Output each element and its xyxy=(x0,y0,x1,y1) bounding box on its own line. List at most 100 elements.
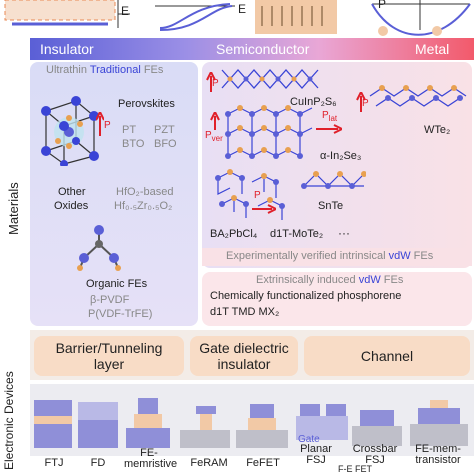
p-label-cips: P xyxy=(212,78,219,89)
band-insulator: Insulator xyxy=(40,41,94,57)
p-ver-sub: ver xyxy=(211,134,223,143)
cuinp2s6-label: CuInP₂S₆ xyxy=(290,96,337,108)
device-label-fd: FD xyxy=(90,457,106,469)
wte2-label: WTe₂ xyxy=(424,124,451,136)
bto-label: BTO xyxy=(122,138,145,150)
feram-schematic xyxy=(180,406,230,448)
category-barrier-text: Barrier/Tunneling layer xyxy=(56,340,163,372)
extrinsic-header: Extrinsically induced vdW FEs xyxy=(256,274,403,286)
conductivity-band: Insulator Semiconductor Metal xyxy=(30,38,474,60)
top-schematics-svg xyxy=(4,0,471,36)
planar-fsj-schematic xyxy=(296,404,348,440)
fd-schematic xyxy=(78,402,118,448)
category-gate-dielectric: Gate dielectric insulator xyxy=(190,336,298,376)
intrinsic-footer-pre: Experimentally verified intrinsical xyxy=(226,250,389,262)
extrinsic-header-pre: Extrinsically induced xyxy=(256,274,359,286)
pt-label: PT xyxy=(122,124,137,136)
intrinsic-footer-em: vdW xyxy=(388,250,411,262)
tmd-label: d1T TMD MX₂ xyxy=(210,306,280,318)
ftj-schematic xyxy=(34,400,72,448)
fet-partial-label: F-E FET xyxy=(338,464,372,474)
category-channel: Channel xyxy=(304,336,470,376)
more-ellipsis: ··· xyxy=(338,226,350,240)
fefet-schematic xyxy=(236,404,288,448)
p-lat-label: Plat xyxy=(322,110,337,123)
p-ver-symbol: P xyxy=(205,130,212,141)
device-label-planar-fsj: Planar FSJ xyxy=(300,443,332,466)
oxides-label: Oxides xyxy=(54,200,89,212)
category-channel-label: Channel xyxy=(360,348,414,364)
bfo-label: BFO xyxy=(154,138,177,150)
traditional-header-pre: Ultrathin xyxy=(46,64,90,76)
mote2-label: d1T-MoTe₂ xyxy=(270,228,324,240)
organic-fes-label: Organic FEs xyxy=(86,278,148,290)
ba2pbcl4-label: BA₂PbCl₄ xyxy=(210,228,258,240)
other-label: Other xyxy=(58,186,86,198)
p-lat-arrow xyxy=(316,124,342,134)
side-label-materials: Materials xyxy=(6,182,21,235)
wte2-structure xyxy=(369,85,467,107)
device-schematics xyxy=(30,384,474,456)
device-label-crossbar-fsj: Crossbar FSJ xyxy=(352,443,398,466)
p-lat-sub: lat xyxy=(328,114,338,123)
p-arrow-cips xyxy=(206,72,216,92)
band-metal: Metal xyxy=(415,41,450,57)
traditional-header-em: Traditional xyxy=(89,64,141,76)
p-label-ba2pbcl4: P xyxy=(254,190,261,201)
hzo-label: Hf₀.₅Zr₀.₅O₂ xyxy=(114,200,173,212)
in2se3-label: α-In₂Se₃ xyxy=(320,150,362,162)
traditional-fes-panel xyxy=(30,62,198,326)
in2se3-structure xyxy=(225,105,313,159)
axis-e-2: E xyxy=(238,2,247,16)
extrinsic-header-post: FEs xyxy=(380,274,404,286)
axis-p: P xyxy=(378,0,387,11)
p-lat-symbol: P xyxy=(322,110,329,121)
category-barrier: Barrier/Tunneling layer xyxy=(34,336,184,376)
perovskite-structure xyxy=(41,96,99,166)
organic-molecule xyxy=(77,225,121,271)
extrinsic-vdw-panel xyxy=(202,272,472,326)
p-arrow-ba2pbcl4 xyxy=(252,204,276,214)
p-label-traditional: P xyxy=(104,120,111,131)
device-label-ftj: FTJ xyxy=(44,457,64,469)
category-barrier-line2: layer xyxy=(93,356,125,372)
p-ver-label: Pver xyxy=(205,130,223,143)
band-semiconductor: Semiconductor xyxy=(216,41,310,57)
fe-memristive-schematic xyxy=(126,398,170,448)
fe-mem-transistor-schematic xyxy=(410,400,468,446)
intrinsic-footer-post: FEs xyxy=(410,250,434,262)
device-label-fefet: FeFET xyxy=(246,457,280,469)
device-label-fe-memristive: FE-memristive xyxy=(124,447,178,470)
extrinsic-header-em: vdW xyxy=(358,274,381,286)
p-arrow-up xyxy=(96,112,104,136)
pvdf-label: β-PVDF xyxy=(90,294,130,306)
intrinsic-footer-bg xyxy=(202,248,472,266)
snte-structure xyxy=(301,171,366,189)
perovskites-label: Perovskites xyxy=(118,98,175,110)
phosphorene-label: Chemically functionalized phosphorene xyxy=(210,290,402,302)
gate-label: Gate xyxy=(298,434,320,445)
p-label-wte2: P xyxy=(362,98,369,109)
top-schematics xyxy=(0,0,474,38)
pzt-label: PZT xyxy=(154,124,175,136)
intrinsic-vdw-panel xyxy=(202,62,472,268)
ba2pbcl4-structure xyxy=(215,169,285,220)
category-gate-line1: Gate dielectric xyxy=(199,340,289,356)
cuinp2s6-structure xyxy=(221,69,319,89)
category-barrier-line1: Barrier/Tunneling xyxy=(55,340,163,356)
device-label-fe-mem-transistor: FE-mem-transistor xyxy=(415,443,461,466)
traditional-header: Ultrathin Traditional FEs xyxy=(46,64,163,76)
traditional-header-post: FEs xyxy=(140,64,164,76)
intrinsic-footer: Experimentally verified intrinsical vdW … xyxy=(226,250,433,262)
side-label-devices: Electronic Devices xyxy=(2,371,16,470)
snte-label: SnTe xyxy=(318,200,344,212)
hfo2-label: HfO₂-based xyxy=(116,186,174,198)
axis-e-1: E xyxy=(121,4,130,18)
p-arrow-wte2 xyxy=(356,92,366,112)
crossbar-fsj-schematic xyxy=(352,410,402,446)
device-label-feram: FeRAM xyxy=(190,457,228,469)
category-gate-line2: insulator xyxy=(217,356,271,372)
category-gate-text: Gate dielectric insulator xyxy=(199,340,288,372)
pvdf-trfe-label: P(VDF-TrFE) xyxy=(88,308,153,320)
p-ver-arrow xyxy=(210,112,220,130)
